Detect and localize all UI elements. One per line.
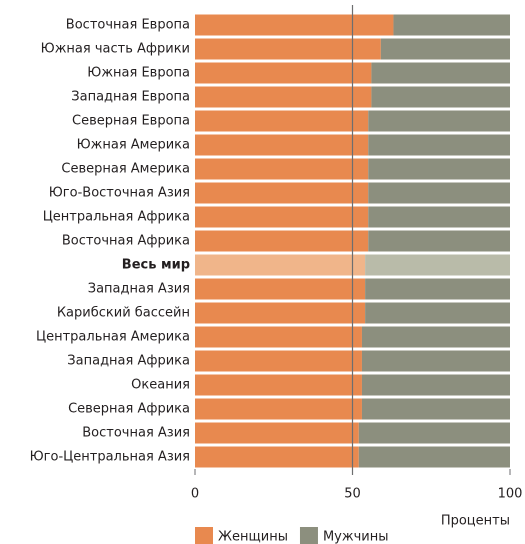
x-axis-label: Проценты: [441, 514, 510, 529]
bar-segment: [195, 350, 362, 372]
bar-segment: [195, 182, 369, 204]
x-tick-label: 100: [498, 487, 523, 502]
bar-segment: [195, 38, 381, 60]
x-tick-label: 50: [344, 487, 361, 502]
bar-segment: [371, 86, 510, 108]
y-tick-label: Западная Африка: [67, 354, 190, 369]
y-tick-label: Восточная Африка: [62, 234, 190, 249]
y-tick-label: Юго-Центральная Азия: [30, 450, 190, 465]
bar-segment: [195, 374, 362, 396]
bar-segment: [361, 374, 510, 396]
bar-segment: [195, 134, 369, 156]
bar-segment: [361, 350, 510, 372]
bar-segment: [365, 278, 510, 300]
bar-segment: [365, 254, 510, 276]
y-tick-label: Восточная Азия: [82, 426, 190, 441]
bar-segment: [358, 422, 510, 444]
bar-segment: [368, 182, 510, 204]
bar-segment: [368, 206, 510, 228]
y-tick-label: Центральная Америка: [36, 330, 190, 345]
y-tick-label: Карибский бассейн: [57, 306, 190, 321]
y-tick-label: Океания: [131, 378, 190, 393]
bar-segment: [195, 446, 359, 468]
bar-segment: [195, 86, 372, 108]
bar-segment: [371, 62, 510, 84]
bar-segment: [195, 254, 366, 276]
legend-label: Мужчины: [323, 530, 389, 544]
bar-segment: [365, 302, 510, 324]
bar-segment: [195, 278, 366, 300]
y-tick-label: Центральная Африка: [43, 210, 190, 225]
y-tick-label: Южная Америка: [77, 138, 190, 153]
y-tick-label: Северная Африка: [68, 402, 190, 417]
bar-segment: [195, 158, 369, 180]
bar-segment: [380, 38, 510, 60]
y-tick-label: Южная часть Африки: [41, 42, 190, 57]
bar-segment: [368, 158, 510, 180]
bar-segment: [368, 134, 510, 156]
bar-segment: [195, 230, 369, 252]
bar-segment: [195, 62, 372, 84]
y-tick-label: Южная Европа: [87, 66, 190, 81]
bar-segment: [195, 14, 394, 36]
x-tick-label: 0: [191, 487, 199, 502]
bar-segment: [195, 422, 359, 444]
bar-segment: [361, 398, 510, 420]
bar-segment: [368, 110, 510, 132]
bar-segment: [358, 446, 510, 468]
bar-segment: [195, 326, 362, 348]
y-tick-label: Западная Азия: [88, 282, 190, 297]
bar-segment: [195, 302, 366, 324]
y-tick-label: Западная Европа: [71, 90, 190, 105]
y-tick-label: Юго-Восточная Азия: [49, 186, 190, 201]
bar-segment: [195, 398, 362, 420]
legend-swatch: [299, 527, 318, 544]
bar-segment: [195, 206, 369, 228]
y-tick-label: Северная Америка: [61, 162, 190, 177]
bar-segment: [195, 110, 369, 132]
legend-swatch: [195, 527, 213, 544]
bar-segment: [393, 14, 510, 36]
bar-segment: [361, 326, 510, 348]
y-tick-label: Весь мир: [122, 258, 190, 273]
y-tick-label: Северная Европа: [72, 114, 190, 129]
legend-label: Женщины: [218, 530, 288, 544]
bar-segment: [368, 230, 510, 252]
y-tick-label: Восточная Европа: [66, 18, 190, 33]
